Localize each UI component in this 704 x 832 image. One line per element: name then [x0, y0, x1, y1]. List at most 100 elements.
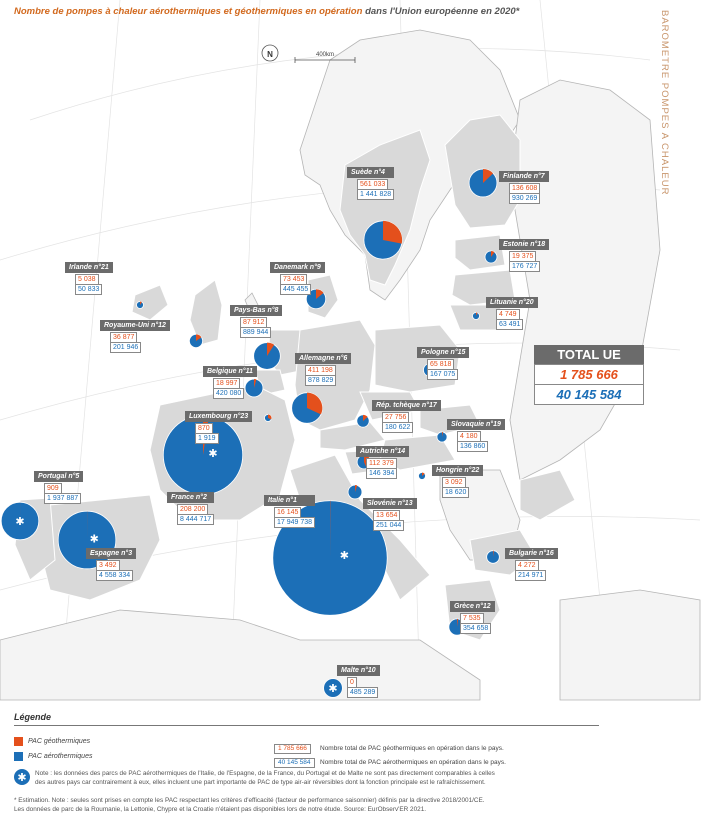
country-label-8: Pays-Bas n°8 87 912 889 944	[230, 305, 283, 338]
country-name: Danemark n°9	[270, 262, 325, 273]
geo-value: 4 272	[515, 560, 539, 570]
map-title-main: Nombre de pompes à chaleur aérothermique…	[14, 6, 363, 17]
total-label: TOTAL UE	[534, 345, 644, 364]
country-label-18: France n°2 208 200 8 444 717	[167, 492, 215, 525]
geo-value: 3 492	[96, 560, 120, 570]
pie-geo-slice	[493, 550, 494, 557]
country-label-12: Luxembourg n°23 870 1 919	[185, 411, 253, 444]
star-icon: ✱	[15, 515, 24, 528]
geo-value: 7 535	[460, 613, 484, 623]
country-label-5: Irlande n°21 5 038 50 833	[65, 262, 113, 295]
geo-value: 4 180	[457, 431, 481, 441]
aero-value: 1 937 887	[44, 493, 82, 504]
aero-value: 889 944	[240, 327, 272, 338]
geo-value: 36 877	[110, 332, 138, 342]
legend-divider	[14, 725, 599, 726]
country-name: Italie n°1	[264, 495, 316, 506]
aero-value: 180 622	[382, 422, 414, 433]
country-name: Finlande n°7	[499, 171, 549, 182]
aero-value: 420 080	[213, 388, 245, 399]
country-label-2: Finlande n°7 136 608 930 269	[499, 171, 549, 204]
country-label-9: Allemagne n°6 411 198 878 829	[295, 353, 352, 386]
scale-label: 400km	[316, 52, 334, 58]
scale-bar: 400km	[294, 52, 356, 63]
aero-value: 251 044	[373, 520, 405, 531]
pie-3	[484, 250, 498, 264]
pie-geo-slice	[254, 379, 257, 388]
country-label-11: Belgique n°11 18 997 420 080	[203, 366, 257, 399]
aero-value: 136 860	[457, 441, 489, 452]
country-label-22: Bulgarie n°16 4 272 214 971	[505, 548, 558, 581]
geo-value: 411 198	[305, 365, 336, 375]
geo-value: 3 092	[442, 477, 466, 487]
country-name: Allemagne n°6	[295, 353, 352, 364]
country-label-7: Royaume-Uni n°12 36 877 201 946	[100, 320, 170, 353]
country-name: Suède n°4	[347, 167, 395, 178]
pie-geo-slice	[196, 334, 202, 341]
country-label-1: Suède n°4 561 033 1 441 828	[347, 167, 395, 200]
geo-value: 909	[44, 483, 62, 493]
country-name: Slovaquie n°19	[447, 419, 505, 430]
pie-9	[291, 392, 323, 424]
pie-7	[189, 334, 203, 348]
pie-geo-slice	[457, 618, 459, 627]
country-label-24: Malte n°10 0 485 289	[337, 665, 380, 698]
total-box: TOTAL UE 1 785 666 40 145 584	[534, 345, 644, 405]
aero-value: 354 658	[460, 623, 492, 634]
country-name: Pologne n°15	[417, 347, 470, 358]
country-name: Royaume-Uni n°12	[100, 320, 170, 331]
star-icon: ✱	[328, 682, 337, 695]
country-name: Slovénie n°13	[363, 498, 417, 509]
pie-geo-slice	[491, 251, 495, 257]
aero-swatch	[14, 752, 23, 761]
legend-geo-desc: Nombre total de PAC géothermiques en opé…	[320, 745, 504, 752]
geo-value: 27 756	[382, 412, 410, 422]
side-title-text: BAROMETRE POMPES A CHALEUR	[659, 10, 670, 196]
pie-16	[418, 472, 426, 480]
pie-4	[472, 312, 480, 320]
pie-2	[468, 168, 498, 198]
legend-title: Légende	[14, 712, 52, 722]
aero-value: 50 833	[75, 284, 103, 295]
pie-geo-slice	[383, 220, 403, 244]
legend-aero-desc: Nombre total de PAC aérothermiques en op…	[320, 759, 506, 766]
pie-geo-slice	[140, 301, 142, 305]
pie-24: ✱	[323, 678, 343, 698]
pie-20	[347, 484, 363, 500]
country-name: Irlande n°21	[65, 262, 113, 273]
aero-value: 878 829	[305, 375, 337, 386]
pie-12	[264, 414, 272, 422]
country-name: Malte n°10	[337, 665, 380, 676]
country-name: Estonie n°18	[499, 239, 550, 250]
legend-aero-box: 40 145 584	[274, 758, 315, 768]
pie-1	[363, 220, 403, 260]
north-arrow: N	[261, 44, 279, 62]
aero-value: 485 289	[347, 687, 379, 698]
country-name: Lituanie n°20	[486, 297, 538, 308]
pie-17: ✱	[0, 501, 40, 541]
legend-geo-label: PAC géothermiques	[28, 738, 91, 745]
pie-geo-slice	[316, 289, 324, 299]
country-label-16: Hongrie n°22 3 092 18 620	[432, 465, 484, 498]
aero-value: 18 620	[442, 487, 470, 498]
aero-value: 214 971	[515, 570, 547, 581]
total-aero: 40 145 584	[534, 384, 644, 405]
aero-value: 8 444 717	[177, 514, 215, 525]
legend-note-2: des autres pays car contrairement à eux,…	[35, 779, 486, 786]
pie-22	[486, 550, 500, 564]
pie-aero-slice	[323, 678, 343, 698]
pie-geo-slice	[483, 169, 494, 183]
country-label-21: Espagne n°3 3 492 4 558 334	[86, 548, 137, 581]
aero-value: 176 727	[509, 261, 541, 272]
aero-value: 146 394	[366, 468, 398, 479]
aero-value: 167 075	[427, 369, 459, 380]
star-note-icon: ✱	[14, 769, 30, 785]
country-name: Grèce n°12	[450, 601, 495, 612]
aero-value: 445 455	[280, 284, 312, 295]
star-icon: ✱	[208, 447, 217, 460]
country-label-19: Italie n°1 16 145 17 949 738	[264, 495, 316, 528]
pie-geo-slice	[307, 392, 323, 415]
country-name: Autriche n°14	[356, 446, 410, 457]
aero-value: 1 919	[195, 433, 219, 444]
